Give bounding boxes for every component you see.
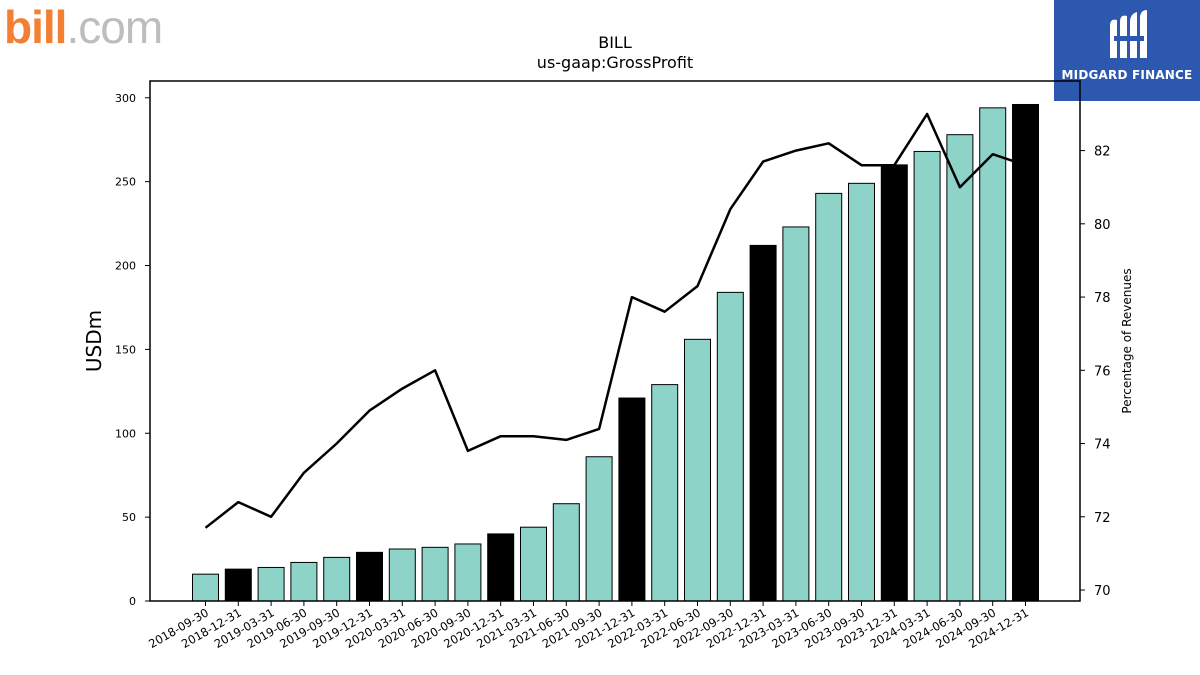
bar-2023-06-30 [815, 192, 843, 602]
bar-2023-09-30 [848, 182, 875, 602]
bars-layer [192, 103, 1039, 602]
midgard-emblem-icon [1110, 10, 1147, 59]
plot-frame [149, 80, 1081, 602]
bar-2019-09-30 [323, 556, 351, 602]
line-layer [204, 112, 1026, 529]
bar-2021-03-31 [520, 526, 547, 602]
bill-logo-main: bill [4, 1, 67, 53]
y-tick-label-0: 0 [129, 595, 136, 608]
y2-tick-label-78: 78 [1094, 291, 1111, 306]
y-tick-label-300: 300 [115, 92, 136, 105]
bar-2021-12-31 [618, 397, 646, 602]
y2-tick-label-74: 74 [1094, 438, 1111, 453]
chart-title: BILL [598, 33, 632, 52]
y2-tick-label-72: 72 [1094, 511, 1111, 526]
bar-2020-12-31 [487, 533, 515, 602]
bar-2024-12-31 [1012, 103, 1039, 602]
bar-2019-12-31 [356, 551, 383, 602]
bar-2019-06-30 [290, 561, 318, 602]
bar-2022-09-30 [716, 291, 744, 602]
bar-2022-06-30 [684, 338, 711, 602]
bar-2018-09-30 [192, 573, 219, 602]
bar-2023-12-31 [880, 164, 908, 602]
bill-logo-suffix: .com [66, 1, 163, 53]
bar-2024-06-30 [946, 134, 974, 602]
chart-subtitle: us-gaap:GrossProfit [537, 53, 693, 72]
midgard-logo-text: MIDGARD FINANCE [1061, 68, 1193, 82]
bar-2022-03-31 [651, 384, 679, 602]
y-tick-label-50: 50 [122, 511, 136, 524]
bill-logo: bill.com [4, 0, 163, 53]
bar-2024-09-30 [979, 107, 1007, 602]
bar-2021-09-30 [585, 456, 613, 602]
y-tick-label-150: 150 [115, 343, 136, 356]
y-tick-label-250: 250 [115, 176, 136, 189]
y2-tick-label-82: 82 [1094, 145, 1111, 160]
bar-2023-03-31 [782, 226, 810, 602]
bar-2020-09-30 [454, 543, 482, 602]
bar-2020-03-31 [388, 548, 416, 602]
bar-2019-03-31 [257, 566, 285, 602]
y2-axis-label: Percentage of Revenues [1120, 268, 1134, 413]
percentage-line [204, 112, 1026, 529]
y2-tick-label-80: 80 [1094, 218, 1111, 233]
y-axis-label: USDm [82, 310, 106, 372]
bar-2020-06-30 [421, 546, 449, 602]
bar-2024-03-31 [913, 150, 941, 602]
y2-tick-label-70: 70 [1094, 584, 1111, 599]
midgard-finance-logo: MIDGARD FINANCE [1054, 0, 1200, 101]
y-tick-label-100: 100 [115, 427, 136, 440]
bar-2018-12-31 [224, 568, 252, 602]
y2-tick-label-76: 76 [1094, 364, 1111, 379]
bar-2022-12-31 [749, 244, 777, 602]
bar-2021-06-30 [552, 503, 580, 602]
y-tick-label-200: 200 [115, 260, 136, 273]
